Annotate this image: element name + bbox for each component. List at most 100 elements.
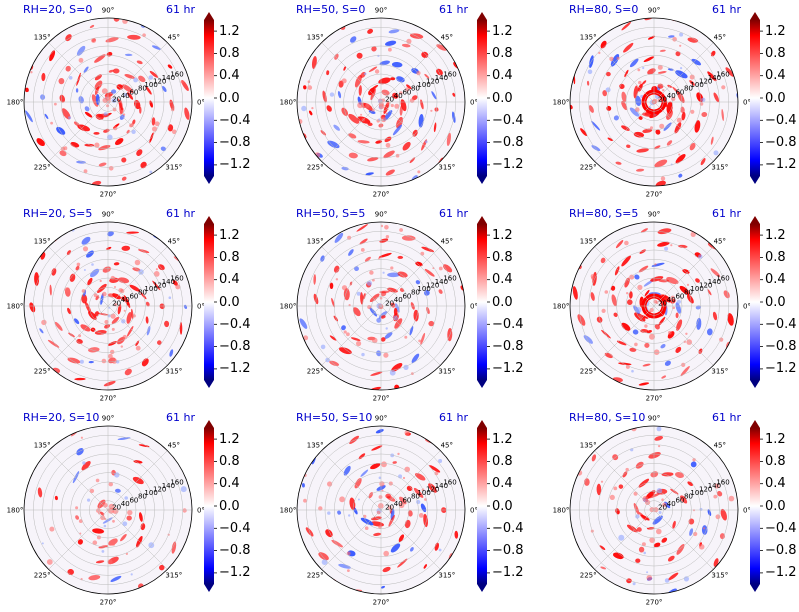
positive-mark [371, 445, 383, 451]
negative-mark [162, 86, 167, 92]
angle-tick-label: 180° [553, 303, 570, 311]
positive-mark [392, 461, 397, 464]
positive-mark [350, 337, 361, 341]
positive-mark [725, 67, 734, 77]
angular-gridline [653, 450, 714, 511]
positive-mark [75, 515, 80, 520]
angle-tick-label: 0° [470, 303, 478, 311]
positive-mark [380, 315, 386, 319]
positive-mark [661, 472, 674, 477]
polar-outline [23, 17, 193, 187]
angular-gridline [653, 305, 714, 366]
radial-tick-label: 60 [129, 496, 138, 504]
angular-gridline [107, 450, 168, 511]
angle-tick-label: 135° [580, 33, 597, 41]
field-dot [642, 495, 649, 502]
positive-mark [385, 169, 395, 176]
field-dot [685, 332, 688, 335]
field-dot [656, 488, 663, 494]
colorbar [750, 12, 763, 184]
field-dot [303, 335, 309, 341]
positive-mark [167, 64, 173, 69]
angle-tick-label: 315° [711, 368, 728, 376]
panel-title: RH=50, S=10 [296, 411, 373, 424]
field-dot [96, 535, 101, 540]
positive-mark [648, 451, 661, 459]
field-dot [68, 116, 72, 120]
field-dot [129, 123, 133, 128]
angle-tick-label: 90° [375, 415, 387, 423]
field-dot [424, 140, 428, 144]
positive-mark [359, 238, 368, 245]
negative-mark [117, 437, 131, 441]
panel-time-label: 61 hr [439, 411, 468, 424]
field-dot [124, 496, 128, 500]
polar-outline [569, 17, 739, 187]
positive-mark [84, 111, 93, 118]
negative-mark [375, 429, 384, 434]
field-dot [114, 303, 118, 307]
panel-title: RH=80, S=10 [569, 411, 646, 424]
field-dot [111, 327, 115, 331]
positive-mark [358, 85, 362, 96]
field-dot [111, 542, 116, 546]
colorbar-tick-label: −0.8 [492, 135, 524, 151]
positive-mark [81, 461, 91, 471]
radial-tick-label: 120 [699, 486, 712, 494]
polar-plot: 90°45°0°315°270°225°180°135°20 40 60 801001… [553, 7, 763, 199]
panel-title: RH=20, S=0 [23, 3, 93, 16]
negative-mark [392, 124, 403, 136]
positive-mark [712, 311, 718, 321]
field-dot [664, 578, 670, 583]
positive-mark [626, 144, 631, 149]
field-dot [341, 285, 348, 291]
positive-mark [29, 302, 36, 313]
radial-tick-label: 160 [443, 274, 456, 282]
positive-mark [88, 574, 101, 581]
colorbar-tick-label: 0.4 [219, 476, 240, 492]
field-dot [91, 263, 94, 266]
field-dot [661, 498, 664, 501]
positive-mark [102, 266, 111, 273]
radial-tick-label: 120 [426, 282, 439, 290]
angle-tick-label: 135° [34, 441, 51, 449]
positive-mark [126, 325, 134, 337]
negative-mark [343, 465, 351, 476]
radial-tick-label: 60 [675, 292, 684, 300]
positive-mark [59, 150, 67, 157]
angular-gridline [380, 246, 441, 307]
colorbar-tick-label: −0.8 [219, 135, 251, 151]
positive-mark [93, 131, 100, 135]
positive-mark [727, 313, 734, 326]
polar-panel: 90° 45° 0° 315° 270° 225° 180° 135° 20 40 60 80 100 1… [546, 408, 799, 612]
positive-mark [627, 299, 633, 306]
positive-mark [434, 542, 439, 551]
angular-gridline [653, 101, 714, 162]
polar-panel: 90° 45° 0° 315° 270° 225° 180° 135° 20 40 60 80 100 1… [273, 0, 539, 204]
positive-mark [446, 132, 451, 147]
positive-mark [676, 543, 685, 555]
colorbar-extend-min [477, 380, 487, 388]
positive-mark [645, 490, 656, 500]
negative-mark [320, 255, 325, 262]
positive-mark [667, 555, 675, 562]
radial-tick-label: 160 [716, 274, 729, 282]
positive-mark [352, 307, 361, 317]
radial-tick-label: 60 [402, 88, 411, 96]
colorbar-tick-label: 0.0 [219, 90, 240, 106]
positive-mark [368, 87, 375, 96]
positive-mark [686, 294, 694, 304]
positive-mark [602, 90, 608, 97]
positive-mark [111, 316, 120, 324]
colorbar-tick-label: 0.0 [219, 294, 240, 310]
field-dot [357, 102, 364, 109]
field-dot [701, 97, 706, 103]
field-dot [130, 573, 133, 576]
field-dot [638, 314, 643, 319]
angle-tick-label: 225° [307, 164, 324, 172]
negative-mark [385, 40, 397, 46]
field-dot [609, 494, 615, 500]
field-dot [138, 269, 144, 275]
field-dot [616, 56, 620, 60]
angle-tick-label: 90° [375, 7, 387, 15]
